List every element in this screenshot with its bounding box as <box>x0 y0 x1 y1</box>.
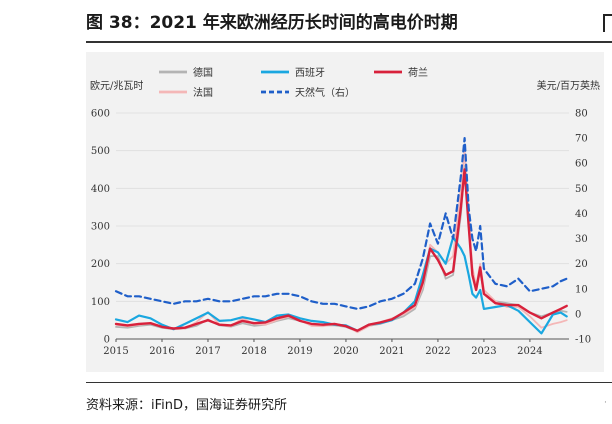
x-tick-label: 2020 <box>333 346 358 357</box>
adjacent-panel-edge <box>603 14 612 32</box>
source-rule <box>86 382 612 383</box>
x-tick-label: 2023 <box>471 346 496 357</box>
x-tick-label: 2015 <box>103 346 128 357</box>
x-tick-labels: 2015 2016 2017 2018 2019 2020 2021 2022 2023 2024 <box>103 339 543 357</box>
y-right-tick-label: 10 <box>575 284 588 295</box>
adjacent-panel-edge-bottom: · <box>604 398 607 408</box>
title-rule <box>86 41 612 43</box>
y-left-tick-labels: 0 100 200 300 400 500 600 <box>91 109 110 346</box>
y-axis-left-label: 欧元/兆瓦时 <box>90 80 143 92</box>
x-tick-label: 2022 <box>425 346 450 357</box>
chart-panel <box>86 52 604 372</box>
grid-lines <box>116 112 569 302</box>
series-line-gas <box>114 136 568 310</box>
series-lines <box>114 136 568 335</box>
x-tick-label: 2024 <box>517 346 542 357</box>
y-right-tick-label: 60 <box>575 159 588 170</box>
y-left-tick-label: 200 <box>91 259 110 270</box>
legend-label: 西班牙 <box>295 67 325 79</box>
y-right-tick-label: 70 <box>575 134 588 145</box>
legend-label: 德国 <box>193 66 213 79</box>
y-left-tick-label: 600 <box>91 109 110 120</box>
series-line-荷兰 <box>114 168 568 332</box>
y-axis-right-label: 美元/百万英热 <box>537 79 600 92</box>
x-tick-label: 2018 <box>241 346 266 357</box>
y-right-tick-label: -10 <box>575 335 591 346</box>
x-tick-label: 2019 <box>287 346 312 357</box>
y-left-tick-label: 0 <box>104 335 110 346</box>
legend-label: 天然气（右） <box>295 86 355 99</box>
y-left-tick-label: 400 <box>91 184 110 195</box>
x-tick-label: 2016 <box>149 346 174 357</box>
y-left-tick-label: 500 <box>91 146 110 157</box>
y-right-tick-label: 50 <box>575 184 588 195</box>
figure-title: 图 38：2021 年来欧洲经历长时间的高电价时期 <box>86 13 458 33</box>
source-note: 资料来源：iFinD，国海证券研究所 <box>86 398 288 413</box>
y-right-tick-labels: -10 0 10 20 30 40 50 60 70 80 <box>575 109 591 346</box>
y-right-tick-label: 30 <box>575 234 588 245</box>
legend-label: 法国 <box>193 86 213 99</box>
y-left-tick-label: 300 <box>91 222 110 233</box>
x-tick-label: 2021 <box>379 346 404 357</box>
y-left-tick-label: 100 <box>91 297 110 308</box>
y-right-tick-label: 20 <box>575 259 588 270</box>
series-line-西班牙 <box>114 236 568 335</box>
y-right-tick-label: 0 <box>575 309 581 320</box>
y-right-tick-label: 40 <box>575 209 588 220</box>
x-tick-label: 2017 <box>195 346 220 357</box>
y-right-tick-label: 80 <box>575 109 588 120</box>
legend-label: 荷兰 <box>408 66 428 79</box>
line-chart: 0 100 200 300 400 500 600 -10 0 10 20 30 40 50 60 70 80… <box>90 66 600 357</box>
